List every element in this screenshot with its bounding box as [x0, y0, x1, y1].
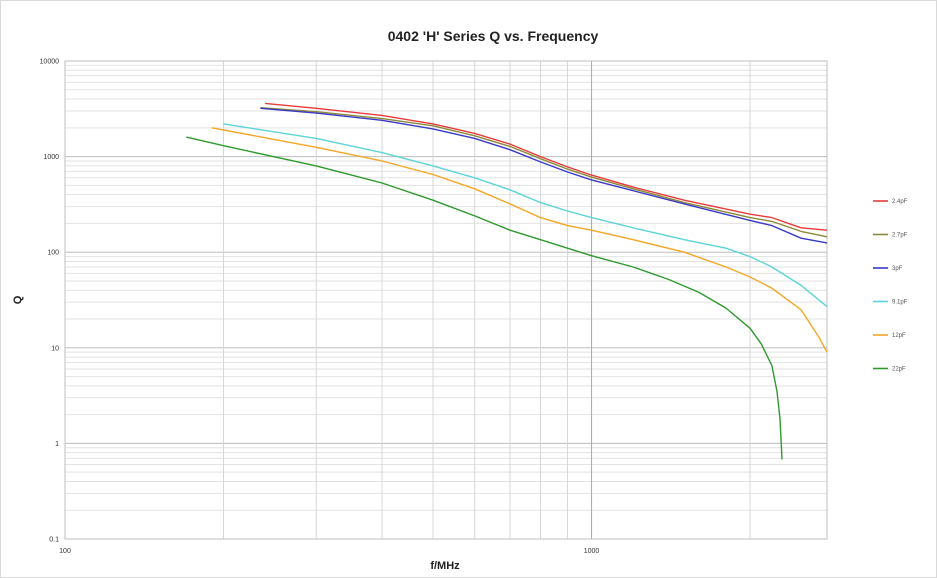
series-line-0	[265, 102, 828, 231]
chart-title: 0402 'H' Series Q vs. Frequency	[388, 28, 599, 44]
series-line-3	[223, 123, 828, 308]
x-tick-label: 1000	[584, 548, 600, 555]
x-tick-label: 100	[59, 548, 71, 555]
legend-label-1: 2.7pF	[892, 233, 908, 239]
legend-label-4: 12pF	[892, 333, 906, 339]
legend-label-2: 3pF	[892, 266, 903, 272]
plot-border	[64, 60, 828, 540]
legend: 2.4pF 2.7pF 3pF 9.1pF 12pF 22pF	[873, 199, 908, 373]
x-axis-label: f/MHz	[430, 560, 460, 572]
y-tick-label: 10000	[40, 59, 60, 66]
legend-label-5: 22pF	[892, 367, 906, 373]
y-tick-label: 1	[55, 441, 59, 448]
series-line-2	[260, 107, 828, 244]
legend-label-3: 9.1pF	[892, 300, 908, 306]
y-tick-label: 1000	[43, 154, 59, 161]
series-line-5	[186, 136, 783, 460]
y-axis-label: Q	[12, 295, 24, 304]
series-line-4	[211, 127, 828, 353]
y-tick-label: 100	[47, 250, 59, 257]
legend-label-0: 2.4pF	[892, 199, 908, 205]
series-line-1	[260, 107, 828, 238]
y-tick-label: 0.1	[49, 537, 59, 544]
y-tick-label: 10	[51, 345, 59, 352]
